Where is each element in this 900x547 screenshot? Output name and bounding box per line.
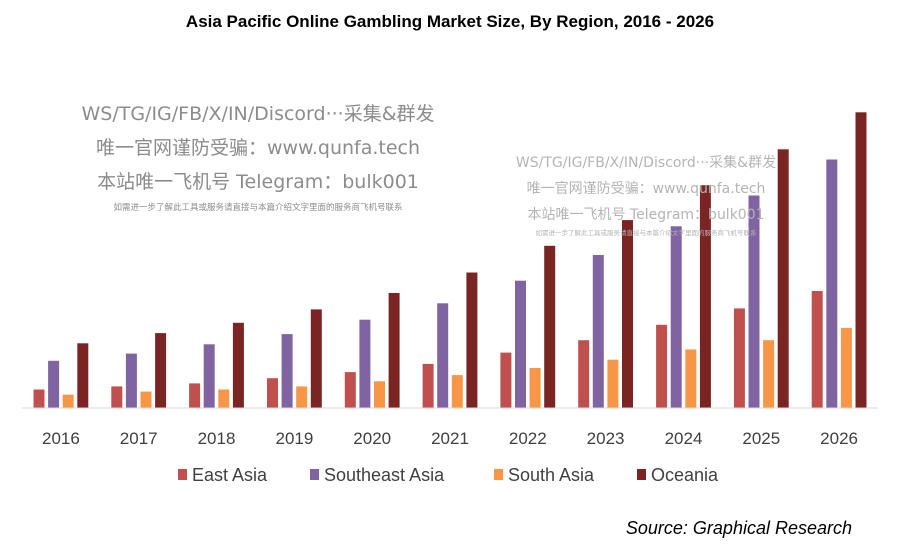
legend-label-south-asia: South Asia [508, 465, 595, 485]
bar-south-asia-2019 [296, 386, 308, 408]
bar-east-asia-2022 [500, 352, 512, 408]
bar-south-asia-2023 [607, 359, 619, 408]
bar-east-asia-2020 [344, 372, 356, 408]
bar-south-asia-2020 [374, 381, 385, 408]
bar-south-asia-2016 [62, 394, 74, 408]
watermark-left-line4: 如需进一步了解此工具或服务请直接与本篇介绍文字里面的服务商飞机号联系 [113, 202, 402, 213]
x-tick-label-2025: 2025 [742, 429, 780, 448]
bar-southeast-asia-2026 [826, 159, 838, 408]
x-tick-label-2021: 2021 [431, 429, 469, 448]
bar-southeast-asia-2022 [515, 280, 526, 408]
bar-east-asia-2016 [33, 389, 45, 408]
bar-oceania-2019 [310, 309, 322, 408]
x-tick-labels: 2016 2017 2018 2019 2020 2021 2022 2023 2024 2025… [42, 429, 858, 448]
bar-south-asia-2025 [763, 340, 775, 408]
legend-label-southeast-asia: Southeast Asia [324, 465, 445, 485]
watermark-right-line1: WS/TG/IG/FB/X/IN/Discord···采集&群发 [516, 154, 776, 171]
bar-southeast-asia-2018 [203, 344, 215, 408]
bar-oceania-2016 [77, 343, 89, 408]
bars-group [33, 112, 867, 409]
x-tick-label-2022: 2022 [509, 429, 547, 448]
bar-southeast-asia-2023 [592, 255, 604, 408]
bar-east-asia-2017 [111, 386, 123, 408]
watermark-left-line1: WS/TG/IG/FB/X/IN/Discord···采集&群发 [81, 103, 434, 125]
legend-swatch-south-asia [494, 469, 503, 480]
bar-east-asia-2023 [578, 340, 590, 408]
bar-southeast-asia-2017 [125, 353, 137, 408]
legend: East Asia Southeast Asia South Asia Oceania [178, 465, 719, 485]
bar-oceania-2026 [855, 112, 867, 409]
bar-southeast-asia-2025 [748, 195, 760, 408]
x-tick-label-2017: 2017 [120, 429, 158, 448]
bar-oceania-2024 [699, 185, 711, 408]
legend-swatch-east-asia [178, 469, 187, 480]
bar-oceania-2023 [622, 220, 633, 408]
bar-east-asia-2018 [189, 383, 201, 408]
bar-southeast-asia-2020 [359, 319, 371, 408]
bar-oceania-2017 [155, 333, 167, 408]
x-tick-label-2019: 2019 [275, 429, 313, 448]
x-tick-label-2018: 2018 [198, 429, 236, 448]
x-tick-label-2024: 2024 [665, 429, 703, 448]
watermark-right: WS/TG/IG/FB/X/IN/Discord···采集&群发 唯一官网谨防受… [516, 154, 776, 237]
chart-title: Asia Pacific Online Gambling Market Size… [185, 12, 715, 31]
bar-east-asia-2021 [422, 363, 434, 408]
bar-oceania-2022 [544, 245, 556, 408]
watermark-right-line4: 如需进一步了解此工具或服务请直接与本篇介绍文字里面的服务商飞机号联系 [536, 228, 758, 237]
legend-swatch-southeast-asia [310, 469, 319, 480]
legend-label-oceania: Oceania [651, 465, 719, 485]
legend-label-east-asia: East Asia [192, 465, 268, 485]
watermark-right-line3: 本站唯一飞机号 Telegram：bulk001 [527, 207, 764, 223]
bar-oceania-2018 [232, 322, 244, 408]
watermark-left-line3: 本站唯一飞机号 Telegram：bulk001 [97, 171, 419, 193]
bar-south-asia-2022 [529, 368, 541, 408]
bar-oceania-2021 [466, 272, 478, 408]
bar-south-asia-2021 [451, 375, 463, 408]
bar-oceania-2020 [388, 293, 400, 408]
x-tick-label-2020: 2020 [353, 429, 391, 448]
watermark-right-line2: 唯一官网谨防受骗：www.qunfa.tech [527, 181, 766, 197]
bar-southeast-asia-2019 [281, 334, 293, 408]
x-tick-label-2016: 2016 [42, 429, 80, 448]
x-tick-label-2026: 2026 [820, 429, 858, 448]
watermark-left-line2: 唯一官网谨防受骗：www.qunfa.tech [96, 137, 420, 159]
legend-swatch-oceania [637, 469, 646, 480]
bar-southeast-asia-2021 [437, 303, 449, 408]
bar-south-asia-2024 [685, 349, 697, 408]
bar-east-asia-2024 [656, 324, 668, 408]
bar-east-asia-2026 [811, 291, 823, 408]
x-tick-label-2023: 2023 [587, 429, 625, 448]
bar-east-asia-2025 [733, 308, 745, 408]
bar-southeast-asia-2024 [670, 226, 682, 408]
watermark-left: WS/TG/IG/FB/X/IN/Discord···采集&群发 唯一官网谨防受… [81, 103, 434, 213]
bar-east-asia-2019 [267, 378, 278, 408]
bar-oceania-2025 [777, 149, 789, 409]
source-note: Source: Graphical Research [625, 518, 852, 538]
bar-south-asia-2026 [840, 327, 852, 408]
bar-southeast-asia-2016 [48, 360, 60, 408]
bar-south-asia-2017 [140, 391, 152, 408]
bar-south-asia-2018 [218, 389, 230, 408]
